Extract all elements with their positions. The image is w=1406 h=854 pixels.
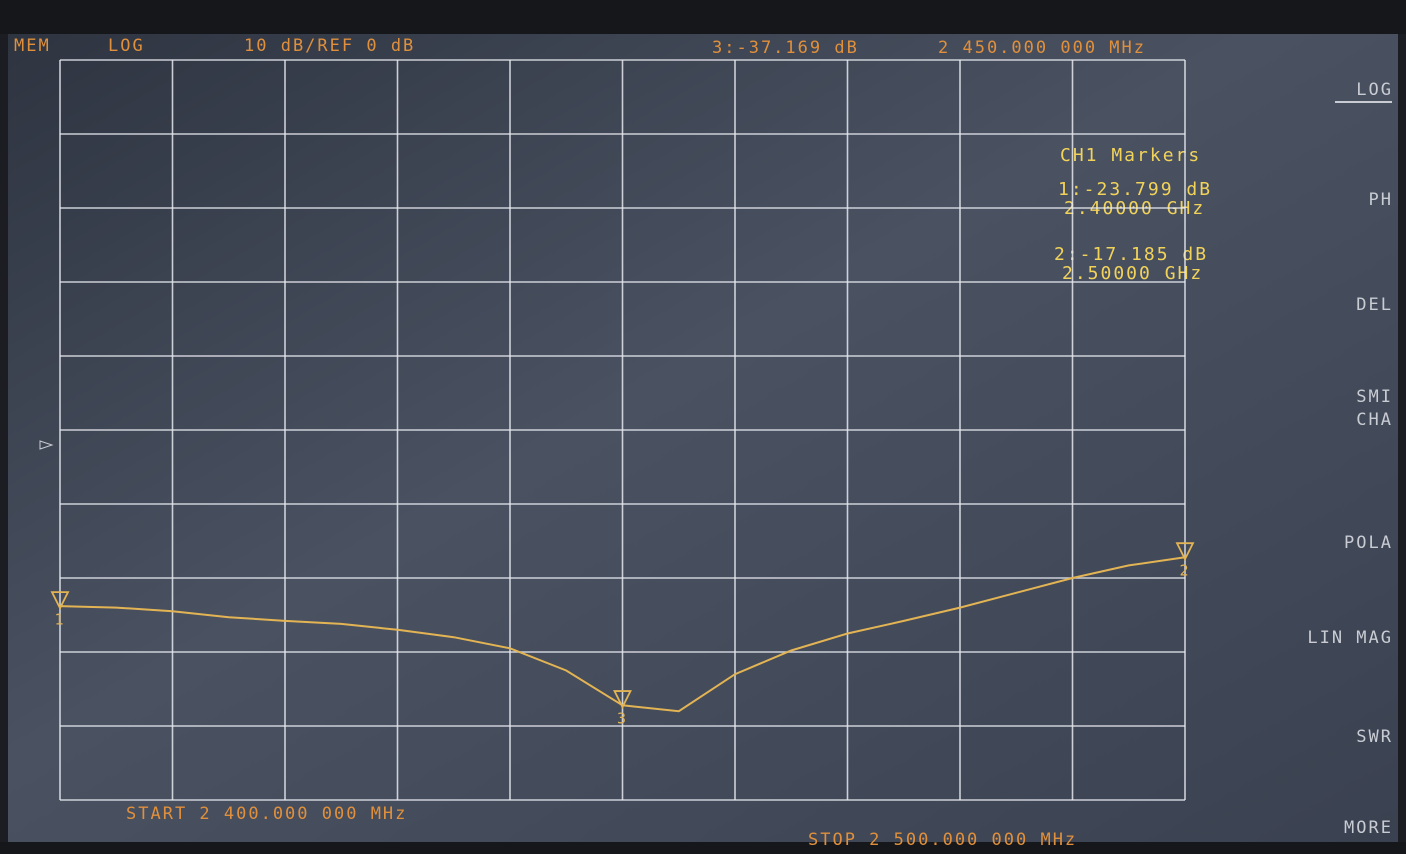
marker-freq: 2.50000 GHz [1062,263,1203,284]
softkey[interactable]: DEL [1356,295,1393,315]
marker-label: 1 [54,611,65,629]
softkey[interactable]: PH [1369,190,1393,210]
marker-label: 3 [617,710,628,728]
mode: MEM [14,36,51,56]
start-freq: START 2 400.000 000 MHz [126,804,407,824]
marker-value: 2:-17.185 dB [1054,244,1208,265]
reference-arrow [39,440,54,450]
softkey[interactable]: MORE [1344,818,1393,838]
marker-label: 2 [1179,562,1190,580]
softkey[interactable]: CHA [1356,410,1393,430]
screen-background [8,34,1398,842]
format: LOG [108,36,145,56]
bezel-top [0,0,1406,34]
softkey[interactable]: POLA [1344,533,1393,553]
bezel-bottom [0,842,1406,854]
softkey[interactable]: SMI [1356,387,1393,407]
stop-freq: STOP 2 500.000 000 MHz [808,830,1077,850]
marker-triangle [50,591,70,611]
scale: 10 dB/REF 0 dB [244,36,415,56]
softkey[interactable]: SWR [1356,727,1393,747]
softkey[interactable]: LIN MAG [1307,628,1393,648]
marker-box-title: CH1 Markers [1060,145,1201,166]
marker-triangle [613,690,632,710]
active-marker: 3:-37.169 dB [712,38,859,58]
active-freq: 2 450.000 000 MHz [938,38,1146,58]
marker-triangle [1175,542,1195,562]
marker-value: 1:-23.799 dB [1058,179,1212,200]
softkey[interactable]: LOG [1356,80,1393,100]
